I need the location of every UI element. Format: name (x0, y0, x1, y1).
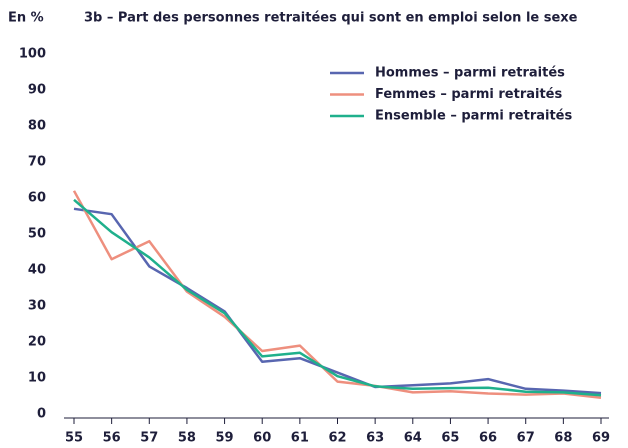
x-tick-label: 61 (291, 431, 309, 446)
unit-label: En % (8, 11, 44, 26)
x-tick-label: 55 (65, 431, 83, 446)
x-tick-label: 62 (328, 431, 346, 446)
chart-title: 3b – Part des personnes retraitées qui s… (84, 11, 578, 26)
x-tick-label: 58 (178, 431, 196, 446)
y-tick-label: 70 (28, 155, 46, 170)
y-tick-label: 90 (28, 83, 46, 98)
y-tick-label: 80 (28, 119, 46, 134)
line-series (73, 198, 602, 397)
x-tick-label: 60 (253, 431, 271, 446)
x-tick-label: 59 (216, 431, 234, 446)
line-series (73, 207, 602, 395)
legend-label: Ensemble – parmi retraités (375, 109, 572, 124)
y-tick-label: 50 (28, 227, 46, 242)
y-tick-label: 100 (19, 47, 46, 62)
legend-label: Hommes – parmi retraités (375, 66, 565, 81)
x-tick-label: 67 (517, 431, 535, 446)
legend-label: Femmes – parmi retraités (375, 87, 562, 102)
line-series (72, 190, 602, 400)
y-tick-label: 60 (28, 191, 46, 206)
x-tick-label: 64 (404, 431, 422, 446)
x-tick-label: 66 (479, 431, 497, 446)
x-tick-label: 69 (592, 431, 610, 446)
y-tick-label: 40 (28, 263, 46, 278)
x-tick-label: 56 (103, 431, 121, 446)
y-tick-label: 0 (37, 407, 46, 422)
x-tick-label: 68 (554, 431, 572, 446)
y-tick-label: 20 (28, 335, 46, 350)
x-tick-label: 63 (366, 431, 384, 446)
y-tick-label: 30 (28, 299, 46, 314)
x-tick-label: 57 (140, 431, 158, 446)
x-tick-label: 65 (441, 431, 459, 446)
y-tick-label: 10 (28, 371, 46, 386)
